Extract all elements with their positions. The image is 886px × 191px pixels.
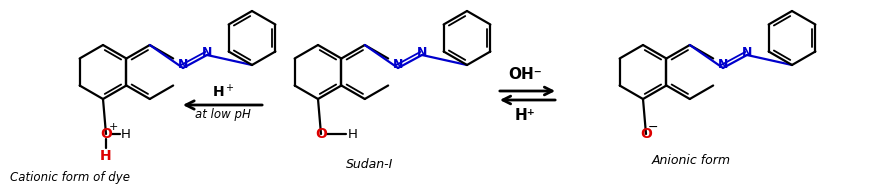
Text: N: N xyxy=(717,58,727,71)
Text: N: N xyxy=(202,45,212,58)
Text: H: H xyxy=(347,128,358,141)
Text: N: N xyxy=(741,45,751,58)
Text: at low pH: at low pH xyxy=(195,108,251,121)
Text: O: O xyxy=(100,127,112,141)
Text: H: H xyxy=(100,149,112,163)
Text: O: O xyxy=(315,127,327,141)
Text: O: O xyxy=(640,127,651,141)
Text: Cationic form of dye: Cationic form of dye xyxy=(10,171,130,184)
Text: +: + xyxy=(108,122,118,132)
Text: H: H xyxy=(120,128,131,141)
Text: N: N xyxy=(416,45,427,58)
Text: Sudan-I: Sudan-I xyxy=(346,159,393,172)
Text: OH⁻: OH⁻ xyxy=(508,67,541,83)
Text: N: N xyxy=(177,58,188,71)
Text: N: N xyxy=(392,58,403,71)
Text: H⁺: H⁺ xyxy=(514,108,535,124)
Text: Anionic form: Anionic form xyxy=(650,155,730,168)
Text: H$^+$: H$^+$ xyxy=(212,83,234,101)
Text: −: − xyxy=(647,121,657,134)
